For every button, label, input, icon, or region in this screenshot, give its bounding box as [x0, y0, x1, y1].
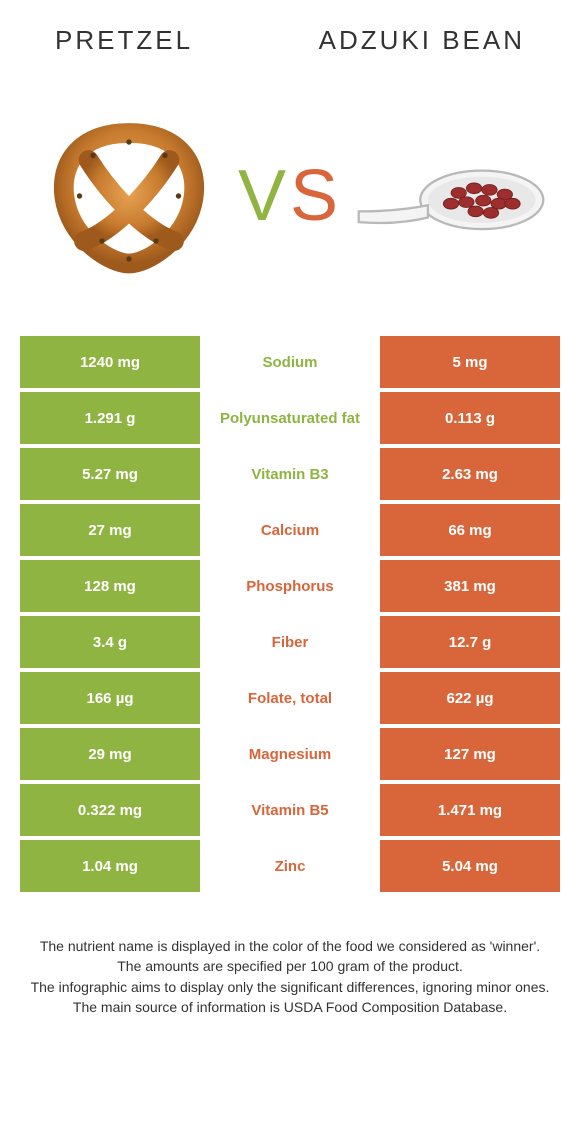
table-row: 5.27 mgVitamin B32.63 mg [20, 448, 560, 500]
vs-v: V [238, 156, 290, 236]
left-value: 1240 mg [20, 336, 200, 388]
left-value: 27 mg [20, 504, 200, 556]
title-left: Pretzel [55, 25, 193, 56]
table-row: 166 µgFolate, total622 µg [20, 672, 560, 724]
title-right: Adzuki bean [319, 25, 525, 56]
left-value: 29 mg [20, 728, 200, 780]
table-row: 128 mgPhosphorus381 mg [20, 560, 560, 612]
right-value: 1.471 mg [380, 784, 560, 836]
right-value: 0.113 g [380, 392, 560, 444]
footnote-line: The main source of information is USDA F… [30, 997, 550, 1017]
nutrient-label: Vitamin B3 [200, 448, 380, 500]
title-row: Pretzel Adzuki bean [0, 0, 580, 56]
right-value: 12.7 g [380, 616, 560, 668]
vs-s: S [290, 156, 342, 236]
right-value: 622 µg [380, 672, 560, 724]
table-row: 0.322 mgVitamin B51.471 mg [20, 784, 560, 836]
nutrient-label: Zinc [200, 840, 380, 892]
table-row: 29 mgMagnesium127 mg [20, 728, 560, 780]
left-value: 5.27 mg [20, 448, 200, 500]
right-value: 127 mg [380, 728, 560, 780]
nutrient-label: Fiber [200, 616, 380, 668]
table-row: 1240 mgSodium5 mg [20, 336, 560, 388]
pretzel-icon [39, 106, 219, 286]
left-value: 1.291 g [20, 392, 200, 444]
nutrient-table: 1240 mgSodium5 mg1.291 gPolyunsaturated … [20, 336, 560, 896]
table-row: 27 mgCalcium66 mg [20, 504, 560, 556]
table-row: 3.4 gFiber12.7 g [20, 616, 560, 668]
left-value: 1.04 mg [20, 840, 200, 892]
right-value: 5.04 mg [380, 840, 560, 892]
footnote-line: The nutrient name is displayed in the co… [30, 936, 550, 956]
left-value: 0.322 mg [20, 784, 200, 836]
nutrient-label: Sodium [200, 336, 380, 388]
table-row: 1.291 gPolyunsaturated fat0.113 g [20, 392, 560, 444]
vs-label: VS [238, 155, 342, 237]
comparison-infographic: Pretzel Adzuki bean [0, 0, 580, 1144]
left-value: 166 µg [20, 672, 200, 724]
right-value: 381 mg [380, 560, 560, 612]
right-value: 5 mg [380, 336, 560, 388]
nutrient-label: Calcium [200, 504, 380, 556]
footnote-line: The infographic aims to display only the… [30, 977, 550, 997]
adzuki-spoon-icon [351, 136, 551, 256]
right-value: 66 mg [380, 504, 560, 556]
nutrient-label: Polyunsaturated fat [200, 392, 380, 444]
nutrient-label: Vitamin B5 [200, 784, 380, 836]
footnotes: The nutrient name is displayed in the co… [30, 936, 550, 1017]
nutrient-label: Folate, total [200, 672, 380, 724]
footnote-line: The amounts are specified per 100 gram o… [30, 956, 550, 976]
right-value: 2.63 mg [380, 448, 560, 500]
hero-row: VS [20, 86, 560, 306]
left-value: 128 mg [20, 560, 200, 612]
hero-left-image [20, 106, 238, 286]
table-row: 1.04 mgZinc5.04 mg [20, 840, 560, 892]
left-value: 3.4 g [20, 616, 200, 668]
nutrient-label: Phosphorus [200, 560, 380, 612]
nutrient-label: Magnesium [200, 728, 380, 780]
hero-right-image [342, 136, 560, 256]
